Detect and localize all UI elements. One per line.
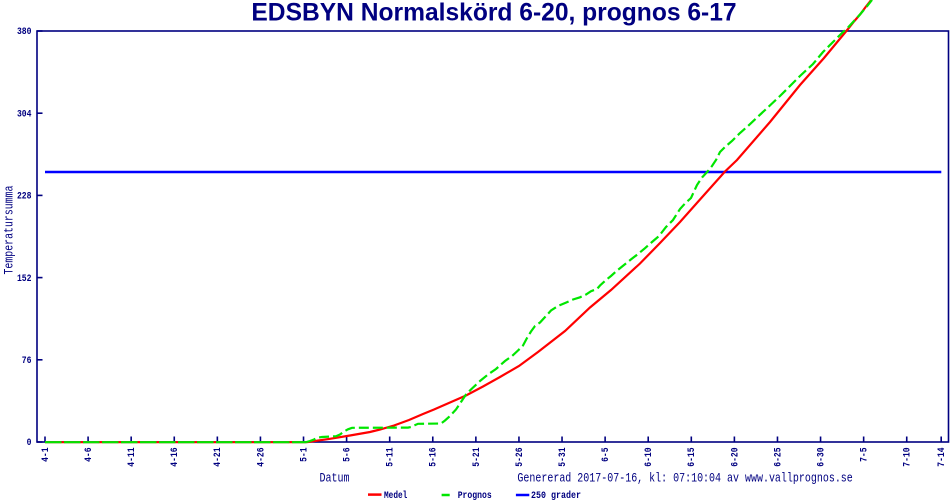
svg-text:5-11: 5-11 [386,448,397,467]
svg-text:4-1: 4-1 [41,448,52,462]
svg-text:Temperatursumma: Temperatursumma [2,185,17,274]
svg-text:7-10: 7-10 [903,448,914,467]
svg-text:228: 228 [17,192,32,203]
svg-text:7-5: 7-5 [860,448,871,462]
svg-text:6-30: 6-30 [816,448,827,467]
svg-text:6-10: 6-10 [644,448,655,467]
svg-text:76: 76 [22,356,32,367]
svg-text:6-25: 6-25 [773,448,784,467]
svg-text:6-20: 6-20 [730,448,741,467]
svg-text:4-16: 4-16 [170,448,181,467]
svg-text:250 grader: 250 grader [531,490,581,500]
svg-text:4-26: 4-26 [256,448,267,467]
svg-text:4-21: 4-21 [213,448,224,467]
svg-text:5-16: 5-16 [429,448,440,467]
svg-text:4-6: 4-6 [84,448,95,462]
svg-text:152: 152 [17,274,32,285]
svg-text:Genererad 2017-07-16, kl: 07:1: Genererad 2017-07-16, kl: 07:10:04 av ww… [517,471,852,486]
svg-text:4-11: 4-11 [127,448,138,467]
svg-text:7-14: 7-14 [937,448,948,467]
svg-text:5-1: 5-1 [299,448,310,462]
svg-text:Datum: Datum [320,471,350,486]
svg-text:5-6: 5-6 [343,448,354,462]
svg-text:Medel: Medel [384,490,407,500]
svg-text:5-26: 5-26 [515,448,526,467]
svg-text:6-15: 6-15 [687,448,698,467]
svg-text:0: 0 [27,438,32,449]
svg-text:304: 304 [17,109,32,120]
svg-text:6-5: 6-5 [601,448,612,462]
svg-text:EDSBYN Normalskörd 6-20, progn: EDSBYN Normalskörd 6-20, prognos 6-17 [251,0,736,26]
svg-text:5-31: 5-31 [558,448,569,467]
svg-text:380: 380 [17,27,32,38]
svg-text:5-21: 5-21 [472,448,483,467]
svg-text:Prognos: Prognos [458,491,492,500]
